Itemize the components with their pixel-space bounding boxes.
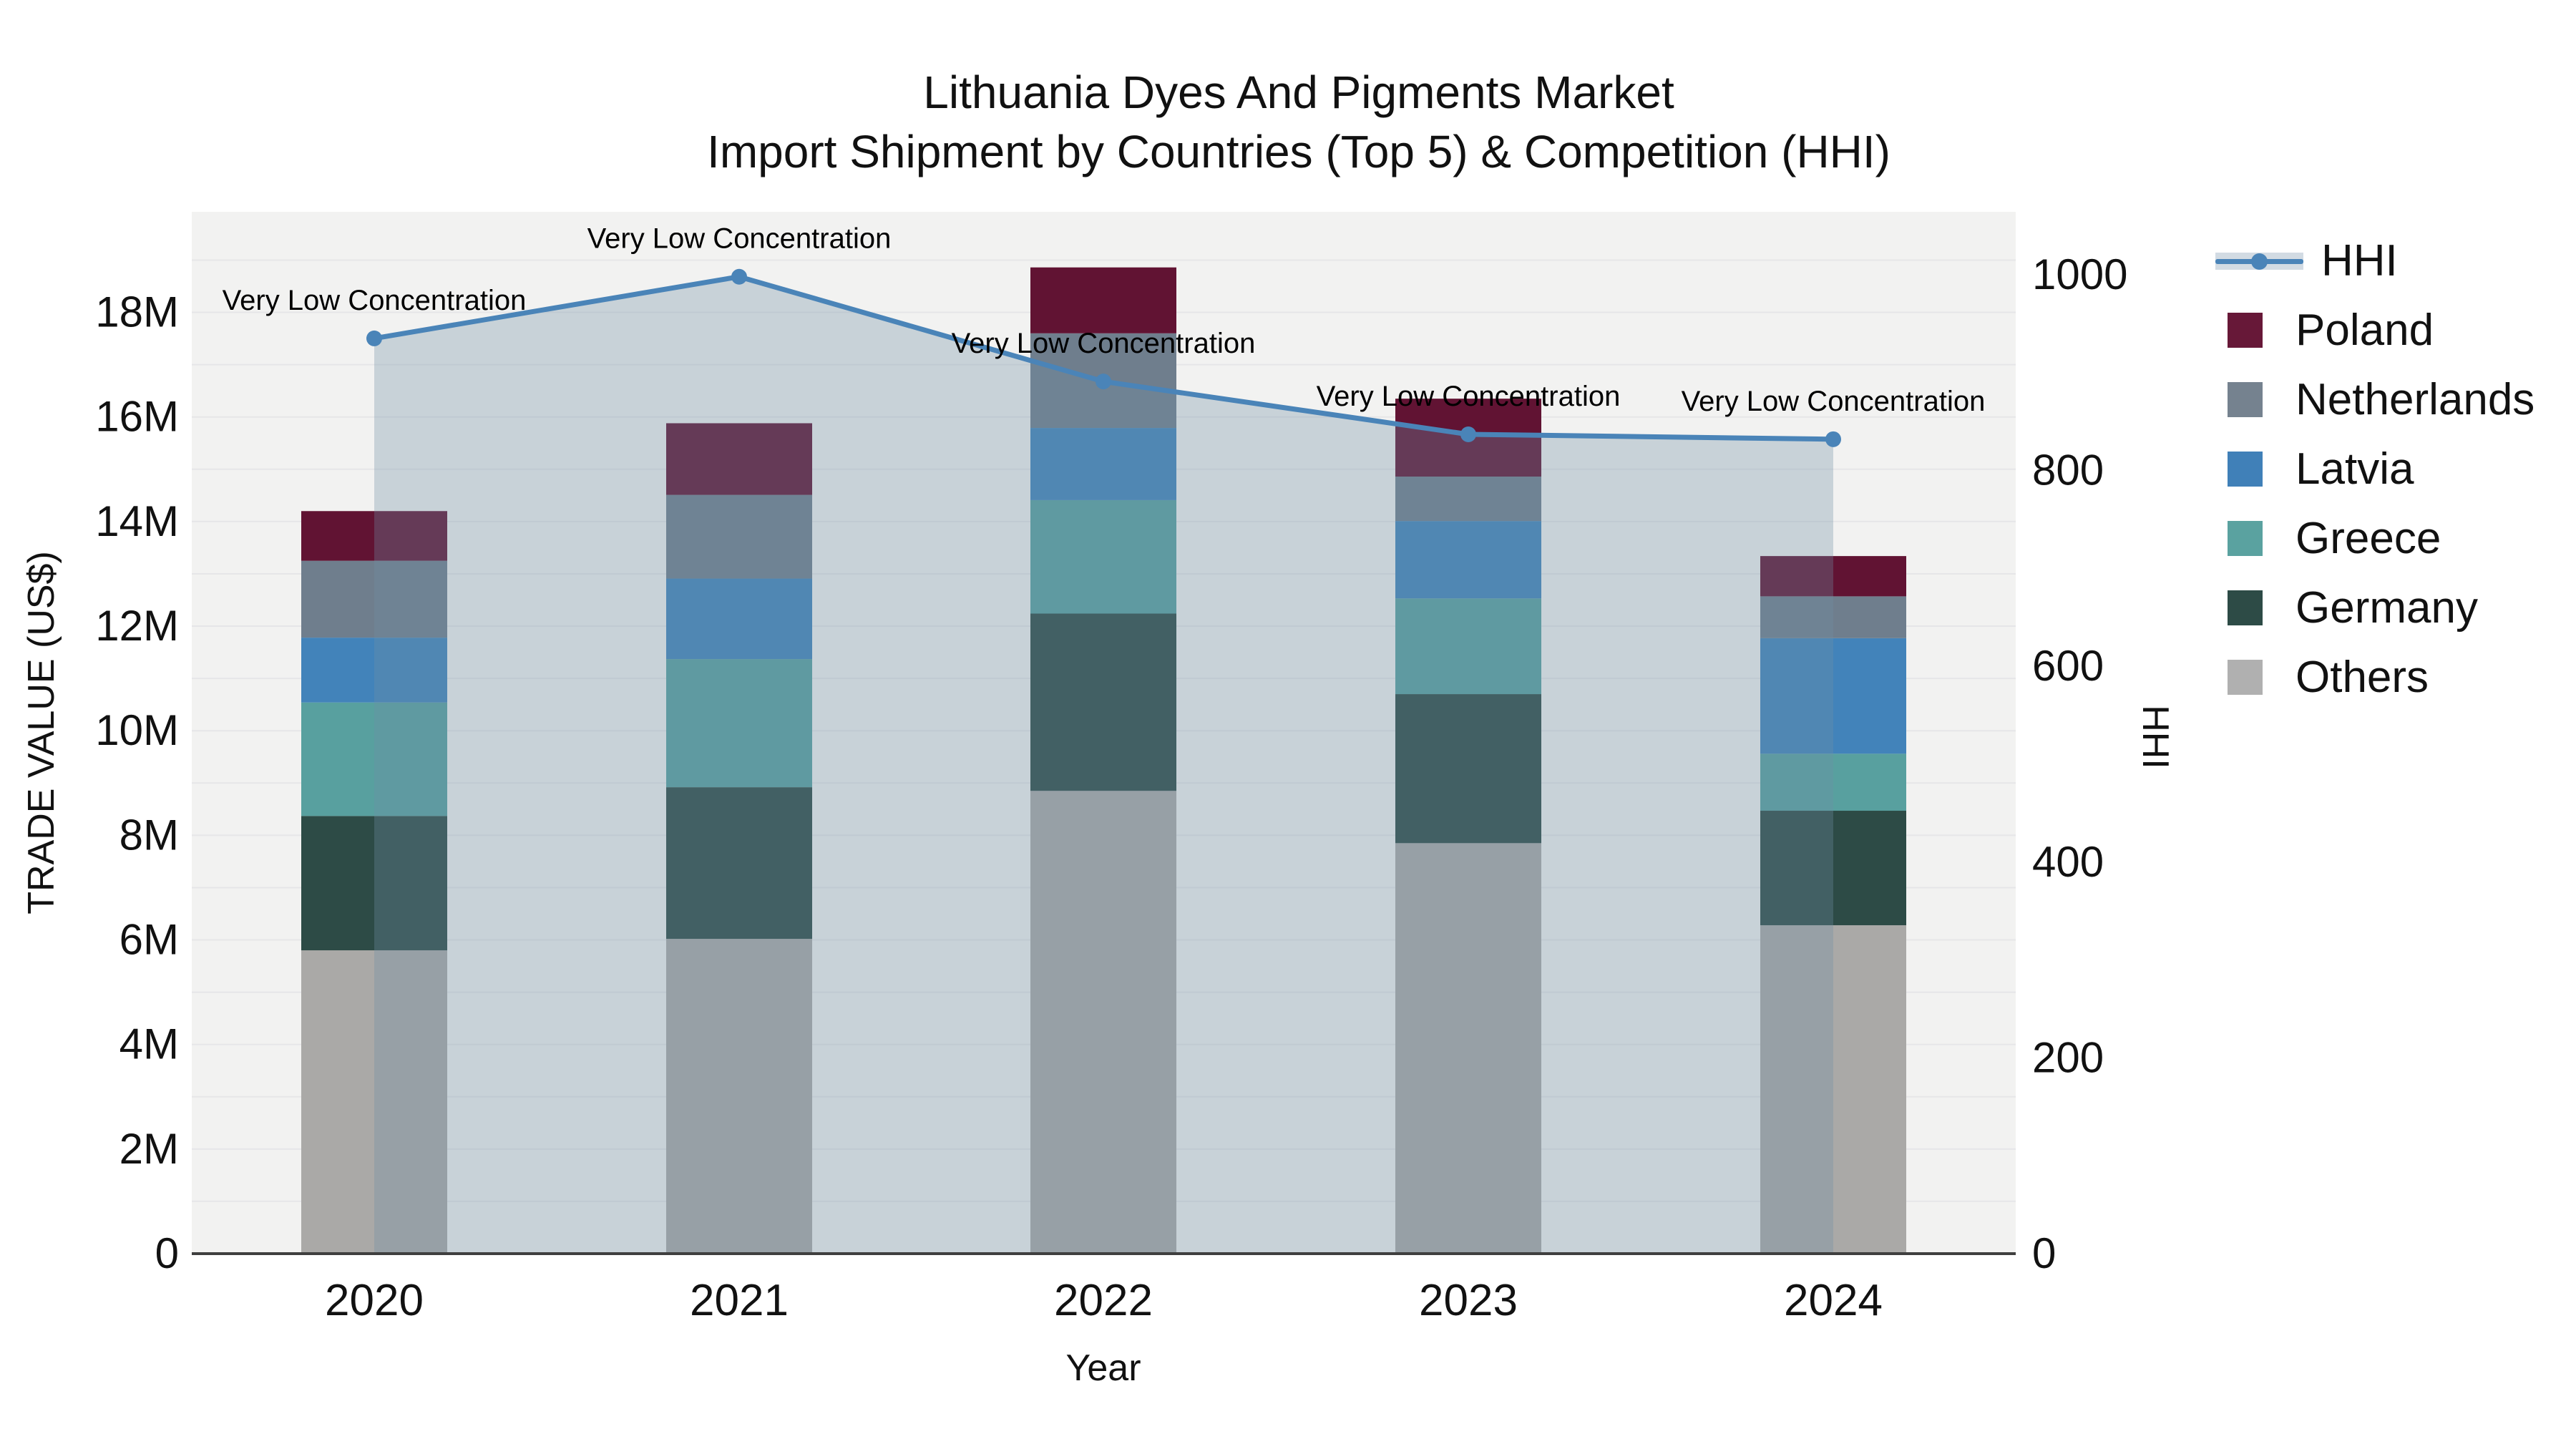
bar-segment-netherlands-2020 <box>301 560 447 638</box>
bar-segment-latvia-2021 <box>666 578 812 660</box>
bar-segment-latvia-2022 <box>1030 428 1176 500</box>
annotation-2021: Very Low Concentration <box>587 223 892 255</box>
bar-segment-others-2024 <box>1760 925 1906 1254</box>
hhi-marker-2020 <box>366 330 382 346</box>
y-tick-label: 18M <box>95 288 179 336</box>
legend-item-germany[interactable]: Germany <box>2215 573 2534 643</box>
y-axis-title: TRADE VALUE (US$) <box>21 551 62 914</box>
hhi-marker-2024 <box>1825 431 1841 447</box>
x-tick-label: 2020 <box>325 1276 424 1325</box>
legend-label: Others <box>2296 653 2429 702</box>
bar-segment-others-2020 <box>301 950 447 1254</box>
chart-title: Lithuania Dyes And Pigments Market Impor… <box>0 63 2576 182</box>
legend-swatch-icon <box>2228 660 2263 695</box>
bar-segment-poland-2021 <box>666 423 812 495</box>
y2-tick-label: 600 <box>2032 642 2104 690</box>
y2-tick-label: 400 <box>2032 838 2104 886</box>
y-tick-label: 8M <box>119 811 179 859</box>
bar-segment-netherlands-2021 <box>666 494 812 579</box>
legend-item-others[interactable]: Others <box>2215 643 2534 712</box>
legend-label: Germany <box>2296 583 2478 633</box>
bar-segment-greece-2021 <box>666 659 812 788</box>
annotation-2020: Very Low Concentration <box>223 285 527 316</box>
legend-item-latvia[interactable]: Latvia <box>2215 434 2534 504</box>
bar-segment-germany-2021 <box>666 787 812 940</box>
annotation-2023: Very Low Concentration <box>1317 381 1621 412</box>
legend-label: Latvia <box>2296 444 2414 494</box>
bar-segment-germany-2023 <box>1395 694 1541 844</box>
bar-segment-greece-2023 <box>1395 598 1541 695</box>
y-tick-label: 14M <box>95 497 179 545</box>
bar-segment-germany-2022 <box>1030 613 1176 791</box>
x-tick-label: 2021 <box>690 1276 789 1325</box>
y2-tick-label: 1000 <box>2032 250 2127 298</box>
bar-segment-poland-2024 <box>1760 556 1906 597</box>
annotation-2024: Very Low Concentration <box>1682 386 1986 417</box>
bar-segment-germany-2020 <box>301 816 447 951</box>
legend-swatch-icon <box>2228 382 2263 417</box>
y-tick-label: 4M <box>119 1020 179 1068</box>
annotation-2022: Very Low Concentration <box>952 328 1256 359</box>
y2-tick-label: 800 <box>2032 447 2104 494</box>
y-tick-label: 2M <box>119 1125 179 1173</box>
bar-segment-others-2021 <box>666 939 812 1254</box>
y-tick-label: 10M <box>95 706 179 754</box>
y2-axis-title: HHI <box>2135 705 2176 769</box>
legend-label: HHI <box>2321 236 2398 286</box>
y-tick-label: 12M <box>95 602 179 650</box>
legend-swatch-icon <box>2228 590 2263 625</box>
hhi-area-fill <box>374 276 1833 1254</box>
bar-segment-others-2023 <box>1395 843 1541 1254</box>
legend-swatch-icon <box>2228 313 2263 348</box>
legend-label: Netherlands <box>2296 375 2535 424</box>
bar-segment-greece-2024 <box>1760 753 1906 811</box>
hhi-marker-2022 <box>1096 374 1111 390</box>
legend: HHI Poland Netherlands Latvia Greece Germany O… <box>2215 226 2534 712</box>
bar-segment-greece-2022 <box>1030 499 1176 614</box>
chart-title-line2: Import Shipment by Countries (Top 5) & C… <box>707 126 1890 178</box>
legend-swatch-icon <box>2228 452 2263 487</box>
chart-title-line1: Lithuania Dyes And Pigments Market <box>923 67 1674 118</box>
legend-swatch-icon <box>2228 521 2263 556</box>
y-tick-label: 16M <box>95 393 179 441</box>
bar-segment-others-2022 <box>1030 791 1176 1254</box>
y2-tick-label: 200 <box>2032 1033 2104 1081</box>
bar-segment-germany-2024 <box>1760 811 1906 926</box>
hhi-marker-2023 <box>1460 426 1476 442</box>
bar-segment-latvia-2024 <box>1760 638 1906 754</box>
y-tick-label: 0 <box>155 1229 179 1277</box>
x-tick-label: 2022 <box>1054 1276 1153 1325</box>
x-tick-label: 2023 <box>1419 1276 1518 1325</box>
legend-item-netherlands[interactable]: Netherlands <box>2215 365 2534 434</box>
x-tick-label: 2024 <box>1784 1276 1883 1325</box>
bar-segment-poland-2020 <box>301 511 447 561</box>
bar-segment-latvia-2023 <box>1395 521 1541 599</box>
bar-segment-poland-2022 <box>1030 267 1176 333</box>
x-axis-title: Year <box>1065 1347 1141 1389</box>
hhi-line-icon <box>2215 243 2303 278</box>
bar-segment-greece-2020 <box>301 702 447 816</box>
legend-label: Poland <box>2296 306 2434 355</box>
bar-segment-latvia-2020 <box>301 638 447 703</box>
y-tick-label: 6M <box>119 916 179 964</box>
bar-segment-netherlands-2023 <box>1395 477 1541 522</box>
legend-label: Greece <box>2296 514 2441 563</box>
legend-item-hhi[interactable]: HHI <box>2215 226 2534 296</box>
legend-item-poland[interactable]: Poland <box>2215 296 2534 365</box>
legend-item-greece[interactable]: Greece <box>2215 504 2534 573</box>
bar-segment-netherlands-2024 <box>1760 596 1906 638</box>
hhi-marker-2021 <box>731 268 747 285</box>
y2-tick-label: 0 <box>2032 1229 2056 1277</box>
